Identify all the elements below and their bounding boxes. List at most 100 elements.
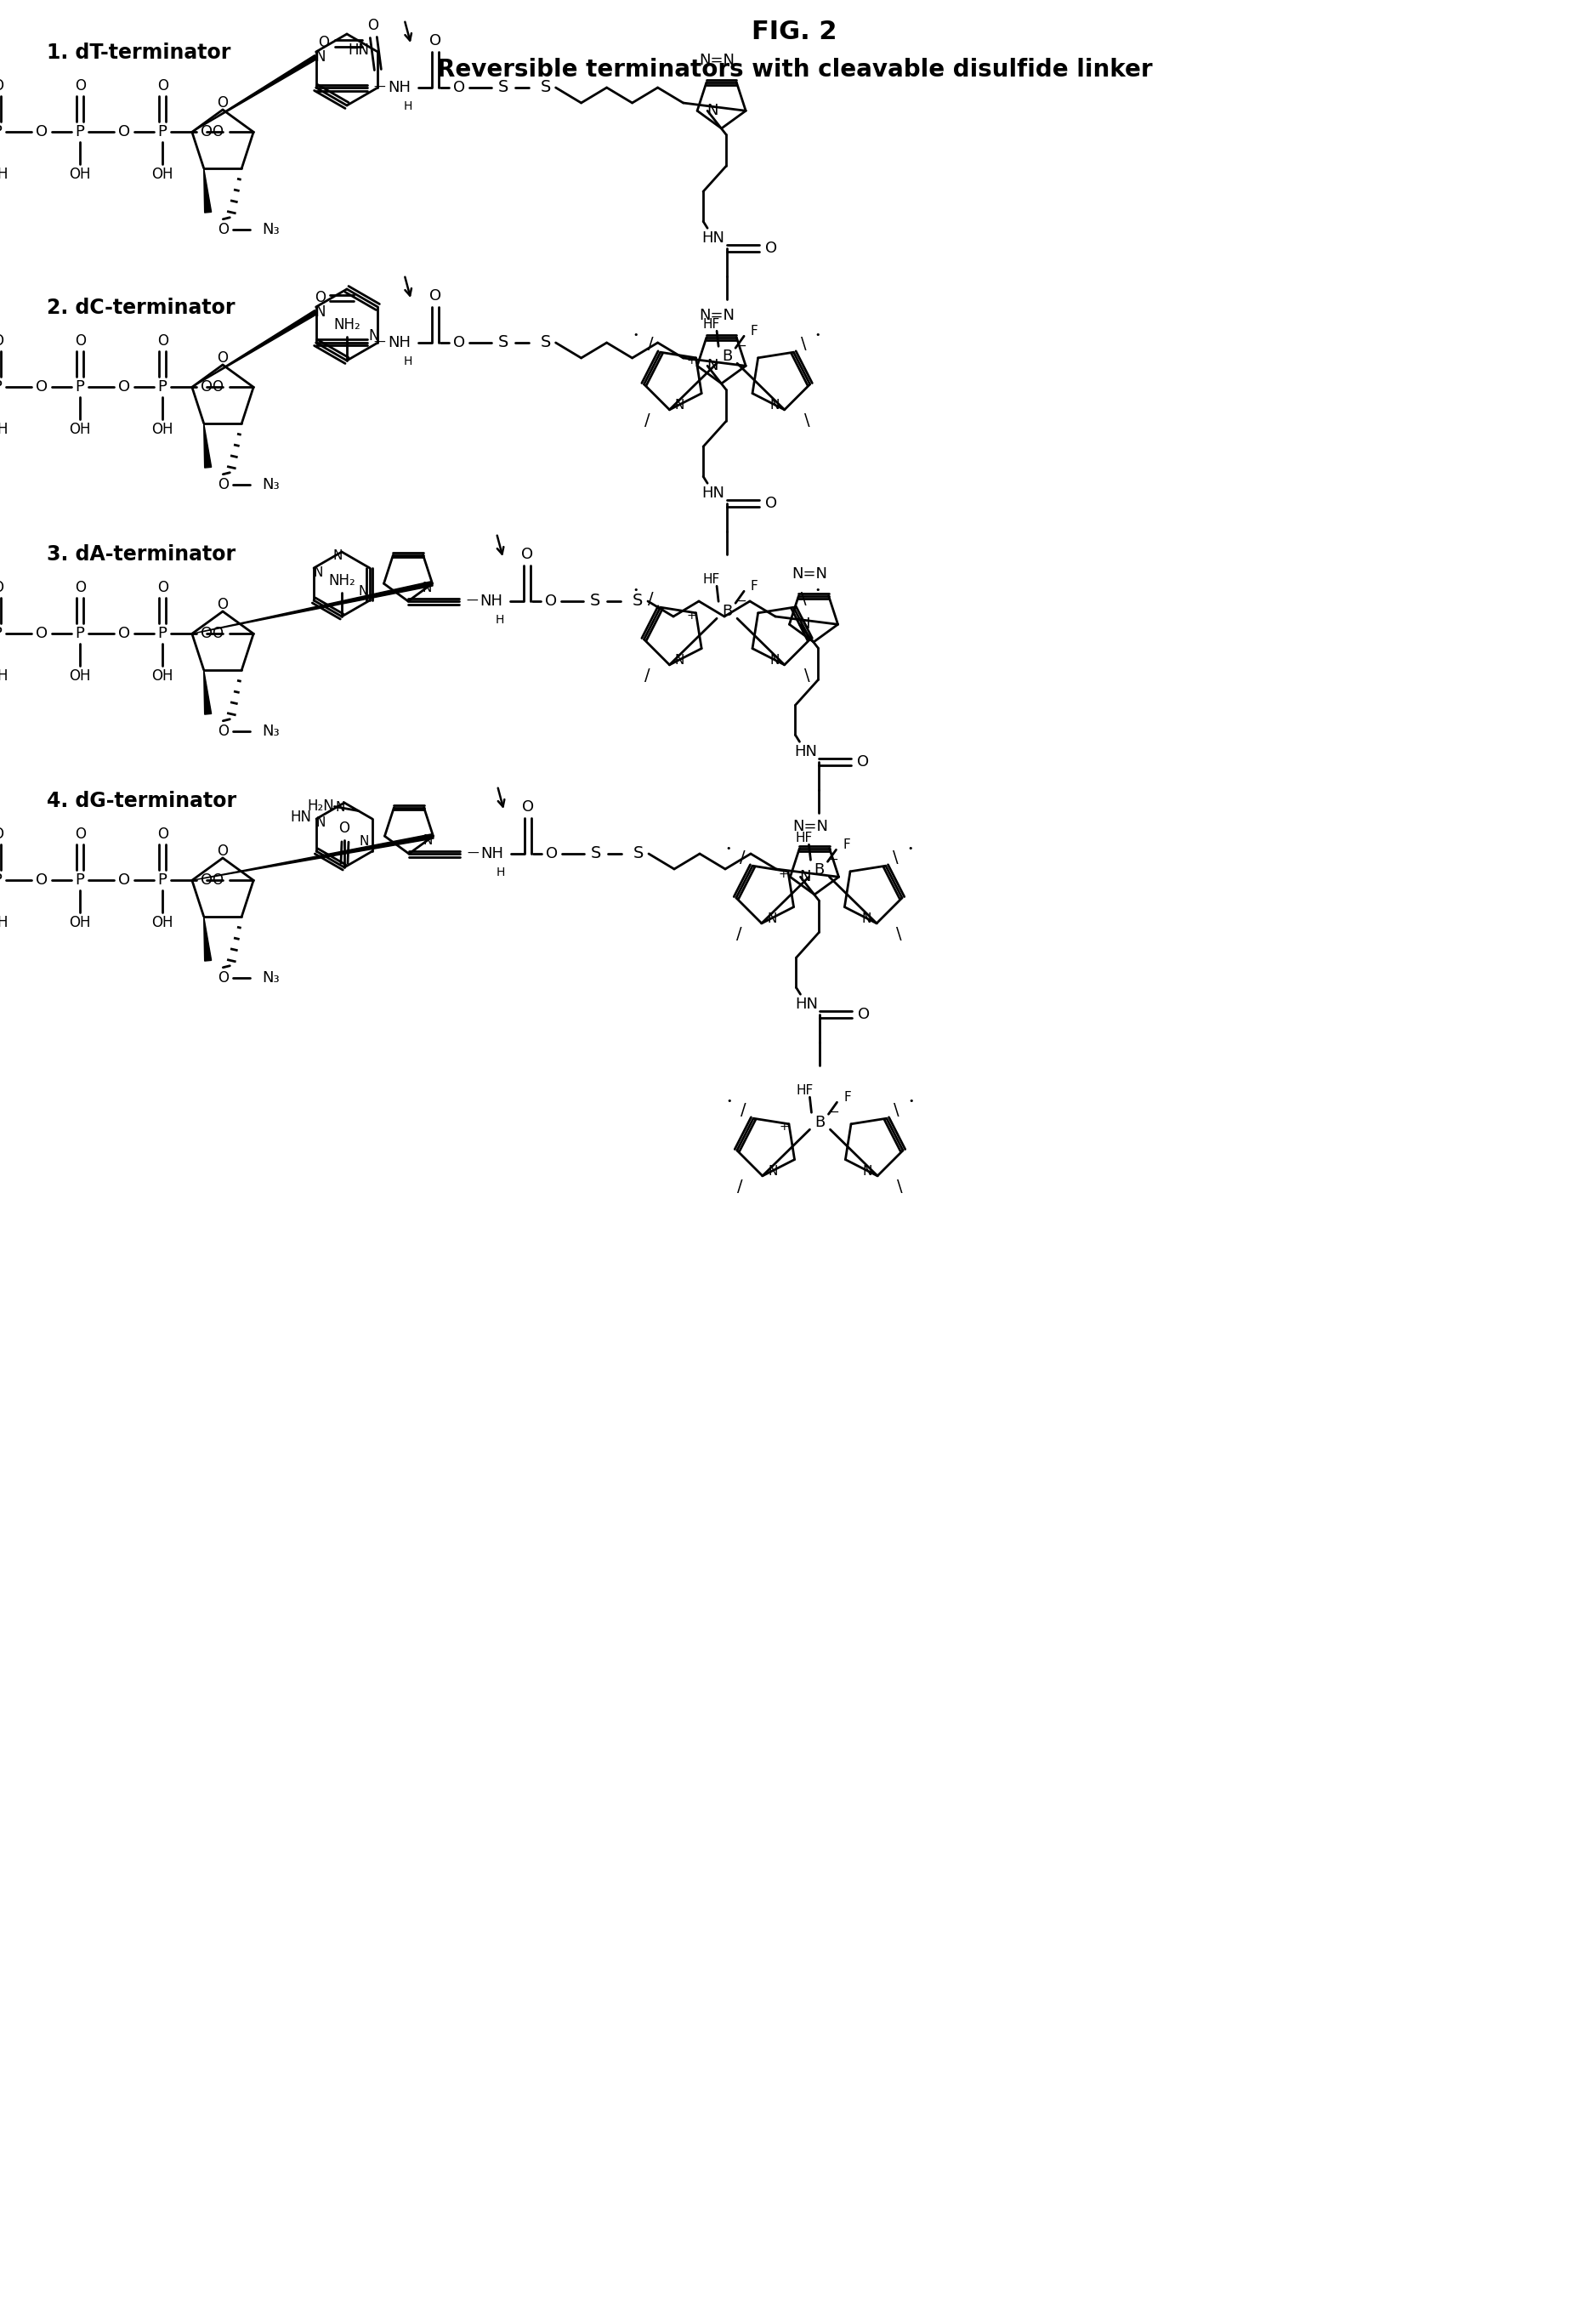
Text: \: \: [893, 848, 898, 865]
Text: O: O: [211, 625, 222, 641]
Text: F: F: [750, 325, 758, 337]
Text: \: \: [801, 335, 806, 351]
Text: N=N: N=N: [791, 567, 828, 581]
Text: N: N: [799, 616, 810, 632]
Text: B: B: [721, 604, 733, 618]
Text: O: O: [218, 597, 229, 611]
Text: HN: HN: [794, 997, 818, 1013]
Text: P: P: [157, 379, 167, 395]
Text: S: S: [497, 335, 508, 351]
Text: O: O: [118, 874, 130, 888]
Text: O: O: [75, 335, 86, 349]
Text: N: N: [315, 49, 326, 65]
Text: 4. dG-terminator: 4. dG-terminator: [46, 790, 237, 811]
Text: /: /: [644, 411, 650, 428]
Text: —: —: [466, 595, 478, 607]
Text: FIG. 2: FIG. 2: [752, 21, 837, 44]
Text: N: N: [316, 816, 326, 830]
Text: •: •: [726, 1097, 733, 1106]
Text: HN: HN: [702, 230, 725, 246]
Text: O: O: [315, 290, 326, 307]
Text: O: O: [218, 221, 229, 237]
Text: O: O: [211, 379, 222, 395]
Text: OH: OH: [0, 167, 8, 181]
Text: P: P: [157, 625, 167, 641]
Text: O: O: [545, 846, 558, 862]
Text: H: H: [496, 867, 505, 878]
Text: O: O: [453, 335, 466, 351]
Text: +: +: [686, 356, 696, 367]
Text: O: O: [0, 79, 3, 93]
Text: O: O: [157, 827, 168, 841]
Text: \: \: [898, 1178, 903, 1195]
Text: F: F: [750, 579, 758, 593]
Text: O: O: [0, 335, 3, 349]
Text: O: O: [211, 125, 222, 139]
Text: •: •: [726, 844, 731, 853]
Polygon shape: [192, 56, 318, 132]
Text: N: N: [769, 653, 779, 667]
Text: \: \: [801, 590, 806, 607]
Text: /: /: [648, 590, 653, 607]
Text: O: O: [200, 874, 213, 888]
Text: N: N: [769, 400, 779, 411]
Text: S: S: [497, 79, 508, 95]
Text: P: P: [0, 874, 2, 888]
Text: /: /: [644, 667, 650, 683]
Text: S: S: [590, 593, 601, 609]
Text: O: O: [218, 969, 229, 985]
Text: \: \: [804, 411, 810, 428]
Text: O: O: [75, 827, 86, 841]
Text: O: O: [118, 379, 130, 395]
Text: O: O: [157, 335, 168, 349]
Text: NH: NH: [388, 335, 410, 351]
Text: —: —: [467, 848, 478, 860]
Text: NH: NH: [480, 593, 502, 609]
Text: OH: OH: [0, 423, 8, 437]
Text: N: N: [359, 834, 369, 848]
Text: O: O: [118, 625, 130, 641]
Text: N: N: [675, 653, 685, 667]
Text: F: F: [844, 1090, 850, 1104]
Text: 3. dA-terminator: 3. dA-terminator: [46, 544, 235, 565]
Text: F: F: [842, 839, 850, 851]
Text: —: —: [373, 81, 386, 93]
Text: O: O: [0, 581, 3, 595]
Text: N: N: [423, 834, 432, 846]
Text: —: —: [373, 337, 386, 349]
Text: HN: HN: [291, 809, 311, 825]
Text: HF: HF: [794, 832, 812, 844]
Text: OH: OH: [0, 916, 8, 930]
Text: O: O: [0, 827, 3, 841]
Text: \: \: [804, 667, 810, 683]
Text: B: B: [815, 1116, 825, 1129]
Text: N=N: N=N: [699, 307, 736, 323]
Text: O: O: [453, 79, 466, 95]
Text: N: N: [707, 358, 718, 374]
Text: O: O: [367, 19, 378, 33]
Text: O: O: [211, 874, 222, 888]
Text: −: −: [737, 595, 747, 607]
Polygon shape: [203, 916, 211, 962]
Text: NH₂: NH₂: [329, 574, 356, 588]
Text: N: N: [313, 567, 323, 579]
Text: N=N: N=N: [793, 818, 828, 834]
Text: O: O: [429, 288, 442, 304]
Text: Reversible terminators with cleavable disulfide linker: Reversible terminators with cleavable di…: [437, 58, 1152, 81]
Text: S: S: [591, 846, 601, 862]
Text: O: O: [75, 79, 86, 93]
Text: −: −: [828, 853, 839, 867]
Text: O: O: [157, 581, 168, 595]
Text: 1. dT-terminator: 1. dT-terminator: [46, 42, 230, 63]
Text: N: N: [799, 869, 812, 885]
Text: •: •: [907, 844, 912, 853]
Text: O: O: [338, 820, 350, 837]
Polygon shape: [203, 669, 211, 713]
Text: HF: HF: [702, 318, 720, 330]
Text: B: B: [721, 349, 733, 365]
Text: HF: HF: [702, 574, 720, 586]
Text: P: P: [75, 625, 84, 641]
Text: +: +: [779, 869, 788, 881]
Text: /: /: [736, 925, 742, 941]
Text: N=N: N=N: [699, 53, 736, 67]
